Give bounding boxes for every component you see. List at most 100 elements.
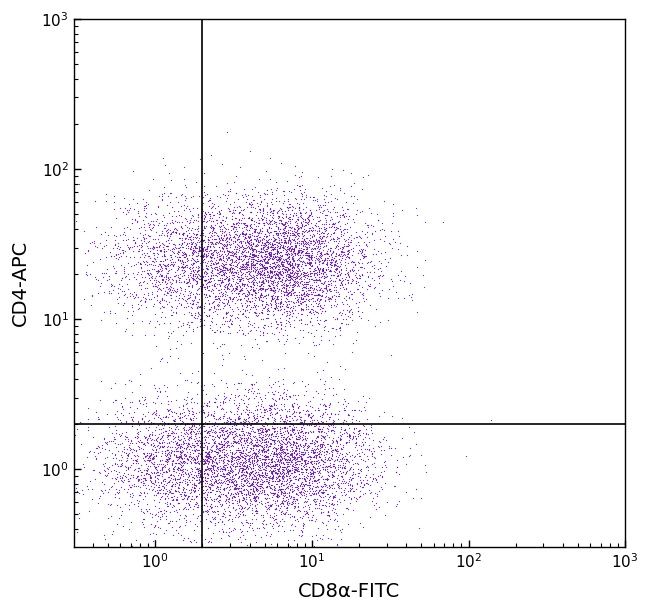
- Point: [276, 319, 286, 329]
- Point: [177, 419, 187, 428]
- Point: [213, 414, 223, 424]
- Point: [229, 249, 239, 259]
- Point: [311, 451, 321, 461]
- Point: [252, 409, 262, 419]
- Point: [347, 434, 358, 444]
- Point: [303, 494, 313, 504]
- Point: [158, 274, 168, 284]
- Point: [233, 464, 244, 474]
- Point: [278, 508, 288, 518]
- Point: [183, 275, 194, 285]
- Point: [291, 494, 302, 504]
- Point: [192, 277, 202, 286]
- Point: [303, 217, 313, 227]
- Point: [248, 252, 258, 262]
- Point: [281, 411, 291, 421]
- Point: [94, 442, 105, 452]
- Point: [315, 277, 325, 286]
- Point: [309, 437, 319, 447]
- Point: [138, 222, 149, 232]
- Point: [281, 475, 292, 485]
- Point: [218, 247, 229, 256]
- Point: [280, 302, 291, 312]
- Point: [207, 237, 218, 247]
- Point: [279, 225, 289, 235]
- Point: [292, 290, 302, 300]
- Point: [167, 310, 177, 319]
- Point: [242, 477, 252, 487]
- Point: [276, 453, 287, 463]
- Point: [270, 291, 281, 301]
- Point: [219, 452, 229, 462]
- Point: [358, 522, 369, 532]
- Point: [276, 294, 286, 304]
- Point: [340, 490, 350, 499]
- Point: [304, 215, 315, 225]
- Point: [244, 264, 254, 274]
- Point: [155, 296, 165, 306]
- Point: [302, 239, 313, 249]
- Point: [187, 482, 198, 492]
- Point: [181, 431, 192, 441]
- Point: [161, 231, 172, 241]
- Point: [290, 461, 300, 471]
- Point: [194, 271, 204, 280]
- Point: [309, 264, 320, 274]
- Point: [344, 253, 354, 263]
- Point: [355, 491, 365, 501]
- Point: [220, 257, 231, 267]
- Point: [123, 477, 133, 487]
- Point: [265, 408, 275, 418]
- Point: [296, 236, 306, 245]
- Point: [118, 521, 129, 531]
- Point: [263, 272, 274, 282]
- Point: [238, 473, 248, 483]
- Point: [322, 272, 333, 282]
- Point: [172, 270, 183, 280]
- Point: [144, 455, 155, 465]
- Point: [285, 270, 295, 280]
- Point: [486, 415, 496, 425]
- Point: [349, 259, 359, 269]
- Point: [287, 250, 297, 259]
- Point: [157, 491, 167, 501]
- Point: [316, 250, 326, 259]
- Point: [395, 238, 405, 248]
- Point: [269, 424, 280, 434]
- Point: [226, 255, 236, 264]
- Point: [208, 216, 218, 226]
- Point: [254, 470, 264, 480]
- Point: [236, 204, 246, 214]
- Point: [262, 242, 272, 252]
- Point: [313, 238, 324, 248]
- Point: [309, 419, 319, 428]
- Point: [214, 233, 224, 243]
- Point: [254, 288, 264, 297]
- Point: [280, 255, 291, 265]
- Point: [244, 251, 255, 261]
- Point: [206, 409, 216, 419]
- Point: [220, 427, 231, 436]
- Point: [341, 503, 351, 513]
- Point: [188, 258, 199, 267]
- Point: [246, 452, 257, 461]
- Point: [356, 262, 366, 272]
- Point: [212, 482, 222, 491]
- Point: [237, 280, 248, 290]
- Point: [285, 277, 296, 287]
- Point: [161, 430, 172, 440]
- Point: [181, 479, 192, 488]
- Point: [162, 268, 172, 278]
- Point: [169, 464, 179, 474]
- Point: [310, 435, 320, 444]
- Point: [281, 286, 291, 296]
- Point: [289, 229, 299, 239]
- Point: [326, 280, 336, 289]
- Point: [198, 427, 209, 436]
- Point: [225, 264, 235, 274]
- Point: [241, 422, 252, 432]
- Point: [242, 237, 253, 247]
- Point: [318, 431, 329, 441]
- Point: [280, 434, 291, 444]
- Point: [326, 300, 337, 310]
